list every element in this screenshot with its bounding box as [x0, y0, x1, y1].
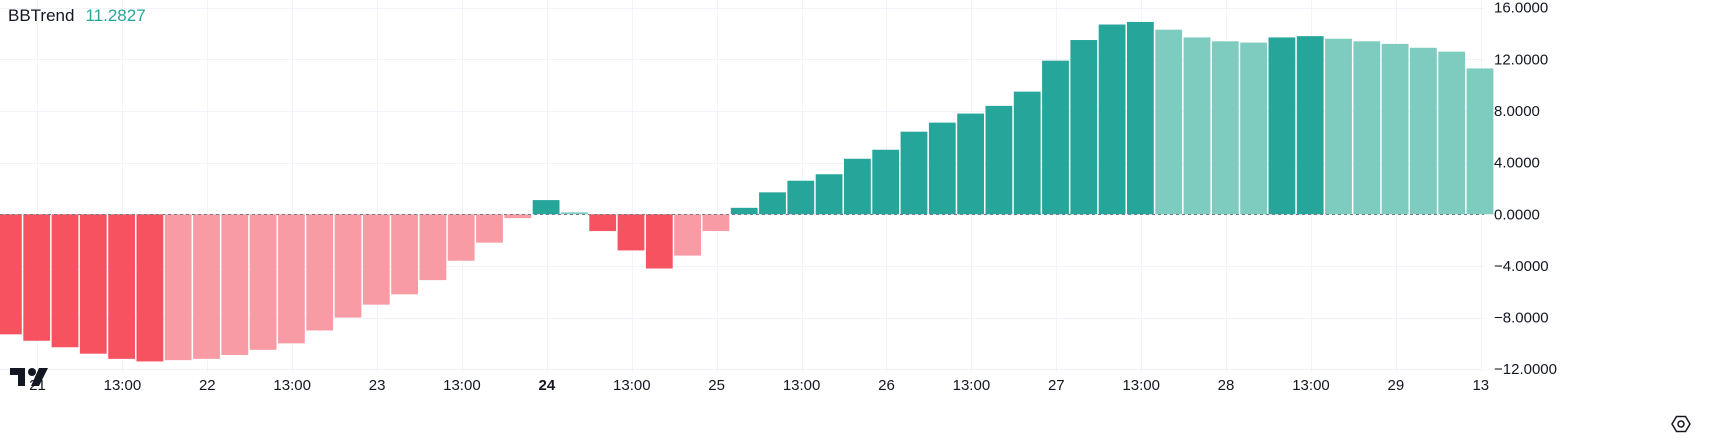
x-tick-label: 13:00 — [1292, 377, 1330, 394]
histogram-bar — [1296, 36, 1324, 215]
x-tick-label: 22 — [199, 377, 216, 394]
bars-layer — [0, 21, 1494, 362]
histogram-bar — [815, 174, 843, 215]
histogram-bar — [617, 214, 645, 251]
x-tick-label: 24 — [539, 377, 556, 394]
histogram-bar — [645, 214, 673, 269]
indicator-name[interactable]: BBTrend — [8, 6, 75, 25]
y-tick-label: −4.0000 — [1494, 258, 1549, 275]
histogram-bar — [504, 214, 532, 219]
y-tick-label: 12.0000 — [1494, 51, 1548, 68]
histogram-bar — [1466, 68, 1494, 215]
histogram-bar — [1042, 60, 1069, 215]
x-tick-label: 13:00 — [1122, 377, 1160, 394]
y-tick-label: 16.0000 — [1494, 0, 1548, 17]
price-axis[interactable]: 16.0000 12.0000 8.0000 4.0000 0.0000 −4.0000 −… — [1494, 0, 1557, 378]
histogram-bar — [51, 214, 79, 348]
histogram-bar — [561, 212, 588, 215]
y-tick-label: 8.0000 — [1494, 103, 1540, 120]
histogram-bar — [1240, 42, 1267, 215]
histogram-bar — [1410, 47, 1437, 215]
x-tick-label: 13:00 — [273, 377, 311, 394]
x-tick-label: 26 — [878, 377, 895, 394]
histogram-bar — [193, 214, 220, 359]
histogram-bar — [334, 214, 362, 318]
settings-gear-icon[interactable] — [1667, 410, 1695, 438]
histogram-bar — [0, 214, 22, 335]
histogram-bar — [1013, 91, 1041, 215]
histogram-bar — [1211, 41, 1239, 215]
x-tick-label: 13:00 — [104, 377, 142, 394]
y-tick-label: −12.0000 — [1494, 361, 1557, 378]
histogram-bar — [985, 105, 1013, 215]
histogram-bar — [844, 158, 871, 215]
histogram-bar — [1070, 40, 1098, 215]
indicator-legend[interactable]: BBTrend 11.2827 — [8, 5, 146, 27]
histogram-bar — [1183, 37, 1211, 215]
histogram-bar — [759, 192, 786, 215]
x-tick-label: 29 — [1388, 377, 1405, 394]
x-tick-label: 13:00 — [953, 377, 991, 394]
time-axis[interactable]: 2113:002213:002313:002413:002513:002613:… — [29, 377, 1489, 394]
histogram-bar — [900, 131, 928, 215]
x-tick-label: 28 — [1218, 377, 1235, 394]
histogram-bar — [23, 214, 51, 341]
histogram-bar — [391, 214, 418, 295]
histogram-bar — [306, 214, 334, 331]
histogram-bar — [1438, 51, 1466, 215]
x-tick-label: 23 — [369, 377, 386, 394]
y-tick-label: −8.0000 — [1494, 310, 1549, 327]
x-tick-label: 13:00 — [613, 377, 651, 394]
histogram-bar — [164, 214, 192, 361]
y-tick-label: 4.0000 — [1494, 155, 1540, 172]
histogram-bar — [79, 214, 107, 354]
x-tick-label: 13:00 — [783, 377, 821, 394]
histogram-bar — [1155, 29, 1183, 215]
histogram-bar — [1325, 38, 1352, 215]
indicator-value: 11.2827 — [85, 6, 146, 25]
histogram-bar — [1268, 37, 1296, 215]
histogram-bar — [674, 214, 701, 256]
histogram-bar — [108, 214, 135, 359]
histogram-bar — [702, 214, 730, 232]
histogram-bar — [419, 214, 447, 281]
histogram-bar — [957, 113, 984, 215]
histogram-bar — [787, 180, 815, 215]
y-tick-label: 0.0000 — [1494, 206, 1540, 223]
histogram-bar — [136, 214, 164, 362]
histogram-bar — [278, 214, 305, 344]
histogram-bar — [362, 214, 390, 305]
histogram-bar — [1127, 21, 1154, 215]
histogram-bar — [928, 122, 956, 215]
tradingview-logo-icon[interactable] — [10, 366, 52, 388]
histogram-bar — [447, 214, 475, 261]
x-tick-label: 13 — [1472, 377, 1489, 394]
histogram-bar — [730, 207, 758, 215]
histogram-bar — [532, 200, 560, 215]
histogram-bar — [249, 214, 277, 350]
histogram-bar — [221, 214, 249, 355]
histogram-bar — [1353, 41, 1381, 215]
histogram-bar — [1098, 24, 1126, 215]
histogram-bar — [872, 149, 900, 215]
histogram-bar — [476, 214, 503, 243]
histogram-bar — [589, 214, 617, 232]
x-tick-label: 27 — [1048, 377, 1065, 394]
x-tick-label: 25 — [708, 377, 725, 394]
x-tick-label: 13:00 — [443, 377, 481, 394]
histogram-bar — [1381, 43, 1409, 215]
